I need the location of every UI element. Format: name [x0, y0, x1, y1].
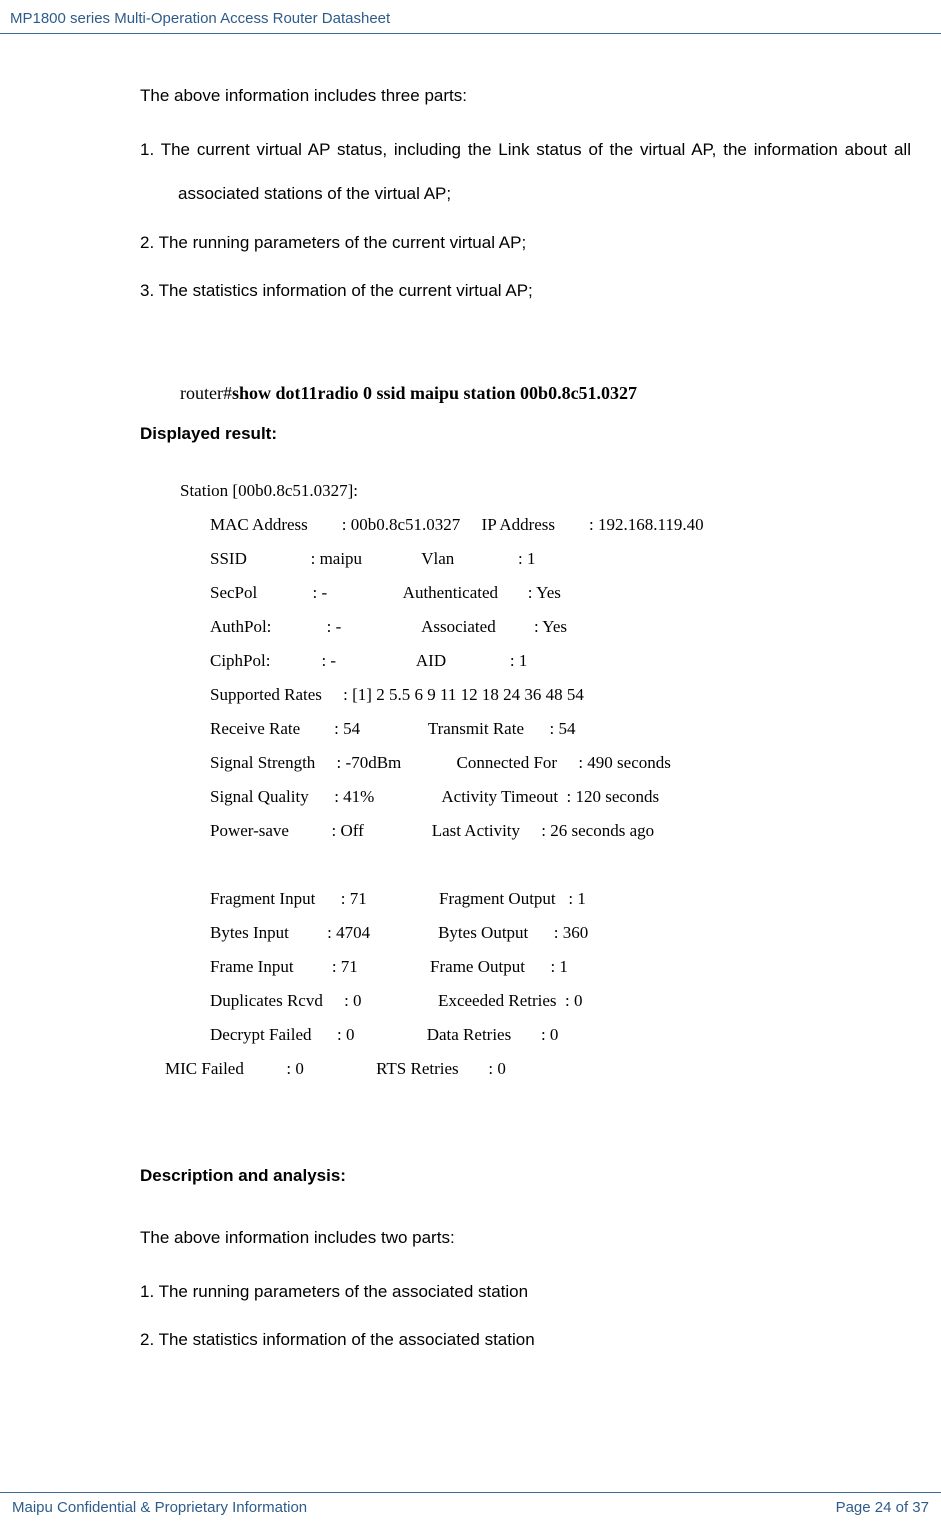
out-line-12: Bytes Input : 4704 Bytes Output : 360 [180, 916, 911, 950]
out-line-6: Supported Rates : [1] 2 5.5 6 9 11 12 18… [180, 678, 911, 712]
out-line-7: Receive Rate : 54 Transmit Rate : 54 [180, 712, 911, 746]
out-line-13: Frame Input : 71 Frame Output : 1 [180, 950, 911, 984]
page-footer: Maipu Confidential & Proprietary Informa… [0, 1492, 941, 1516]
out-line-10: Power-save : Off Last Activity : 26 seco… [180, 814, 911, 848]
out-line-14: Duplicates Rcvd : 0 Exceeded Retries : 0 [180, 984, 911, 1018]
footer-right: Page 24 of 37 [836, 1499, 929, 1516]
intro-text: The above information includes three par… [140, 74, 911, 118]
footer-left: Maipu Confidential & Proprietary Informa… [12, 1499, 307, 1516]
list1-item-2: 2. The running parameters of the current… [140, 221, 911, 265]
list2-item-1: 1. The running parameters of the associa… [140, 1270, 911, 1314]
out-line-16: MIC Failed : 0 RTS Retries : 0 [165, 1052, 911, 1086]
out-line-9: Signal Quality : 41% Activity Timeout : … [180, 780, 911, 814]
out-line-2: SSID : maipu Vlan : 1 [180, 542, 911, 576]
footer-row: Maipu Confidential & Proprietary Informa… [0, 1499, 941, 1516]
description-heading: Description and analysis: [140, 1166, 911, 1186]
command-line: router#show dot11radio 0 ssid maipu stat… [180, 383, 911, 404]
out-line-0: Station [00b0.8c51.0327]: [180, 474, 911, 508]
intro2-text: The above information includes two parts… [140, 1216, 911, 1260]
out-line-11: Fragment Input : 71 Fragment Output : 1 [180, 882, 911, 916]
output-block: Station [00b0.8c51.0327]: MAC Address : … [180, 474, 911, 1086]
out-line-3: SecPol : - Authenticated : Yes [180, 576, 911, 610]
list2-item-2: 2. The statistics information of the ass… [140, 1318, 911, 1362]
displayed-result-heading: Displayed result: [140, 424, 911, 444]
footer-rule [0, 1492, 941, 1493]
spacer [140, 1086, 911, 1146]
out-line-5: CiphPol: : - AID : 1 [180, 644, 911, 678]
page-content: The above information includes three par… [0, 34, 941, 1363]
prompt-text: router# [180, 383, 232, 403]
list1-item-3: 3. The statistics information of the cur… [140, 269, 911, 313]
command-text: show dot11radio 0 ssid maipu station 00b… [232, 383, 637, 403]
out-line-4: AuthPol: : - Associated : Yes [180, 610, 911, 644]
out-line-15: Decrypt Failed : 0 Data Retries : 0 [180, 1018, 911, 1052]
out-line-8: Signal Strength : -70dBm Connected For :… [180, 746, 911, 780]
header-title: MP1800 series Multi-Operation Access Rou… [10, 10, 390, 27]
out-blank [180, 848, 911, 882]
list1-item-1: 1. The current virtual AP status, includ… [140, 128, 911, 216]
out-line-1: MAC Address : 00b0.8c51.0327 IP Address … [180, 508, 911, 542]
page-header: MP1800 series Multi-Operation Access Rou… [0, 0, 941, 27]
